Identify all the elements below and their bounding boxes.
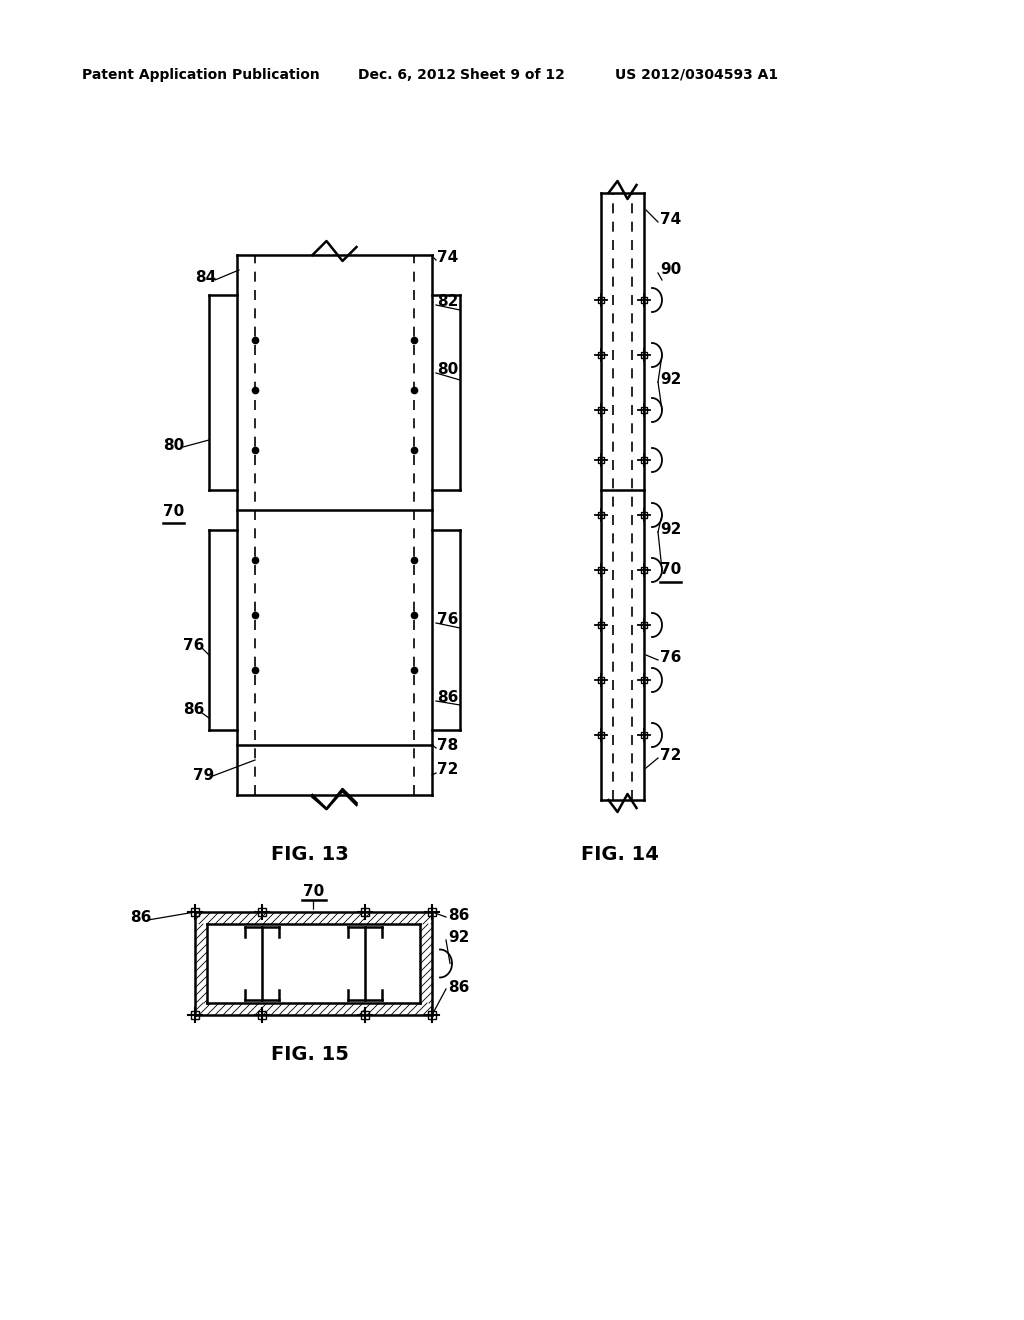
Bar bbox=[641, 352, 647, 358]
Bar bbox=[598, 457, 604, 463]
Text: 76: 76 bbox=[437, 612, 459, 627]
Bar bbox=[598, 512, 604, 517]
Text: 80: 80 bbox=[437, 363, 459, 378]
Bar bbox=[641, 677, 647, 682]
Bar bbox=[258, 1011, 266, 1019]
Bar bbox=[598, 677, 604, 682]
Text: 86: 86 bbox=[449, 979, 469, 994]
Text: 92: 92 bbox=[660, 372, 681, 388]
Text: 92: 92 bbox=[449, 931, 469, 945]
Bar bbox=[598, 733, 604, 738]
Text: 79: 79 bbox=[193, 767, 214, 783]
Bar bbox=[598, 352, 604, 358]
Text: US 2012/0304593 A1: US 2012/0304593 A1 bbox=[615, 69, 778, 82]
Bar bbox=[641, 568, 647, 573]
Bar bbox=[428, 908, 436, 916]
Bar bbox=[598, 407, 604, 413]
Text: Patent Application Publication: Patent Application Publication bbox=[82, 69, 319, 82]
Text: 84: 84 bbox=[195, 271, 216, 285]
Bar bbox=[641, 622, 647, 628]
Text: 80: 80 bbox=[163, 437, 184, 453]
Bar bbox=[641, 297, 647, 304]
Bar bbox=[641, 512, 647, 517]
Bar bbox=[641, 733, 647, 738]
Bar bbox=[191, 908, 199, 916]
Bar bbox=[598, 297, 604, 304]
Text: 72: 72 bbox=[437, 763, 459, 777]
Bar bbox=[598, 568, 604, 573]
Bar bbox=[641, 457, 647, 463]
Text: 70: 70 bbox=[303, 884, 325, 899]
Text: 90: 90 bbox=[660, 263, 681, 277]
Text: Sheet 9 of 12: Sheet 9 of 12 bbox=[460, 69, 565, 82]
Bar bbox=[641, 407, 647, 413]
Text: 86: 86 bbox=[437, 690, 459, 705]
Text: 78: 78 bbox=[437, 738, 459, 752]
Bar bbox=[361, 908, 369, 916]
Bar bbox=[361, 1011, 369, 1019]
Text: 86: 86 bbox=[449, 908, 469, 923]
Text: 74: 74 bbox=[660, 213, 681, 227]
Text: 74: 74 bbox=[437, 251, 459, 265]
Bar bbox=[428, 1011, 436, 1019]
Text: FIG. 14: FIG. 14 bbox=[581, 846, 658, 865]
Text: 86: 86 bbox=[183, 702, 205, 718]
Bar bbox=[191, 1011, 199, 1019]
Text: 82: 82 bbox=[437, 294, 459, 309]
Text: 70: 70 bbox=[660, 562, 681, 578]
Text: 76: 76 bbox=[660, 651, 681, 665]
Text: Dec. 6, 2012: Dec. 6, 2012 bbox=[358, 69, 456, 82]
Bar bbox=[258, 908, 266, 916]
Text: FIG. 13: FIG. 13 bbox=[271, 846, 349, 865]
Text: 92: 92 bbox=[660, 523, 681, 537]
Text: FIG. 15: FIG. 15 bbox=[271, 1045, 349, 1064]
Text: 72: 72 bbox=[660, 747, 681, 763]
Text: 86: 86 bbox=[130, 911, 152, 925]
Text: 76: 76 bbox=[183, 638, 205, 652]
Bar bbox=[598, 622, 604, 628]
Text: 70: 70 bbox=[163, 504, 184, 520]
